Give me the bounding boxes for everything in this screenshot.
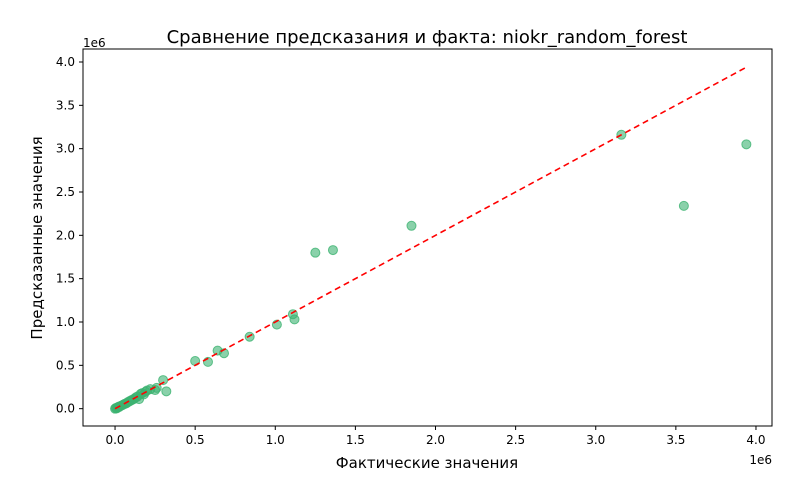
data-point (678, 200, 689, 211)
data-point (289, 314, 300, 325)
data-points (110, 129, 752, 414)
data-point (741, 139, 752, 150)
plot-frame (82, 48, 773, 427)
x-tick-label: 3.5 (666, 433, 685, 447)
x-tick-label: 1.0 (266, 433, 285, 447)
x-tick-label: 4.0 (746, 433, 765, 447)
y-axis-title: Предсказанные значения (28, 136, 46, 339)
reference-line (114, 65, 749, 410)
x-offset-label: 1e6 (749, 453, 772, 467)
data-point (310, 247, 321, 258)
y-tick-label: 0.5 (56, 358, 75, 372)
x-tick-label: 1.5 (346, 433, 365, 447)
x-tick-label: 3.0 (586, 433, 605, 447)
y-tick-label: 3.5 (56, 98, 75, 112)
y-axis-ticks: 0.0 0.5 1.0 1.5 2.0 2.5 3.0 3.5 4.0 (56, 55, 83, 416)
x-tick-label: 2.0 (426, 433, 445, 447)
x-axis-title: Фактические значения (336, 454, 518, 472)
y-tick-label: 4.0 (56, 55, 75, 69)
y-tick-label: 2.0 (56, 228, 75, 242)
data-point (161, 386, 172, 397)
data-point (158, 375, 169, 386)
y-offset-label: 1e6 (83, 36, 106, 50)
data-point (327, 245, 338, 256)
y-tick-label: 0.0 (56, 402, 75, 416)
y-tick-label: 1.5 (56, 272, 75, 286)
x-axis-ticks: 0.0 0.5 1.0 1.5 2.0 2.5 3.0 3.5 4.0 (105, 426, 766, 447)
x-tick-label: 0.0 (105, 433, 124, 447)
y-tick-label: 2.5 (56, 185, 75, 199)
y-tick-label: 1.0 (56, 315, 75, 329)
chart-title: Сравнение предсказания и факта: niokr_ra… (167, 27, 688, 48)
x-tick-label: 0.5 (186, 433, 205, 447)
x-tick-label: 2.5 (506, 433, 525, 447)
data-point (406, 220, 417, 231)
y-tick-label: 3.0 (56, 142, 75, 156)
